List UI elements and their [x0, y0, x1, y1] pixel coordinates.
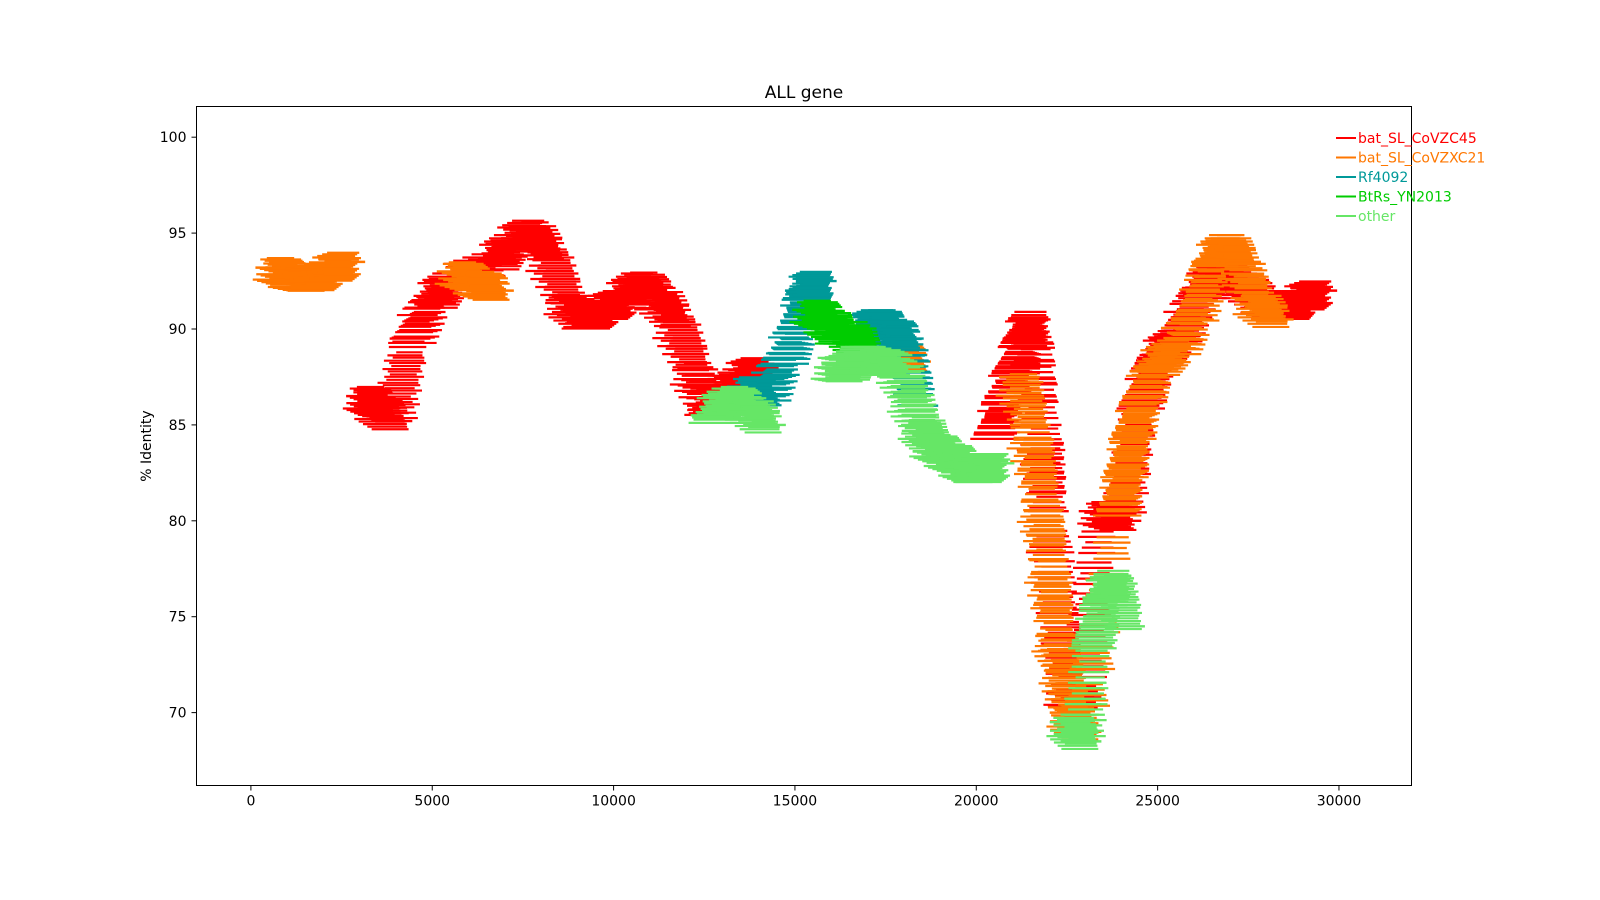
y-tick-label: 90: [169, 322, 187, 338]
plot-frame: [196, 106, 1412, 786]
legend: bat_SL_CoVZC45 bat_SL_CoVZXC21 Rf4092 BtRs_…: [1336, 131, 1485, 225]
y-axis-label: % Identity: [139, 410, 155, 481]
plot-marks: [252, 219, 1338, 751]
y-tick-label: 95: [169, 226, 187, 242]
y-tick-label: 70: [169, 706, 187, 722]
x-tick-label: 15000: [773, 794, 818, 810]
chart-title: ALL gene: [765, 83, 843, 103]
x-tick-label: 20000: [954, 794, 999, 810]
y-tick-label: 75: [169, 610, 187, 626]
legend-label: other: [1358, 209, 1396, 225]
x-tick-label: 25000: [1135, 794, 1180, 810]
x-tick-label: 5000: [414, 794, 450, 810]
y-tick-label: 85: [169, 418, 187, 434]
series-other: [688, 345, 1145, 751]
axis-ticks: 0 5000 10000 15000 20000 25000 30000 70 75 80 85 90…: [160, 130, 1361, 809]
x-tick-label: 10000: [591, 794, 636, 810]
x-tick-label: 30000: [1317, 794, 1362, 810]
series-bat_SL_CoVZXC21: [252, 234, 1294, 741]
y-tick-label: 100: [160, 130, 187, 146]
legend-label: BtRs_YN2013: [1358, 190, 1452, 206]
legend-label: bat_SL_CoVZXC21: [1358, 151, 1485, 167]
y-tick-label: 80: [169, 514, 187, 530]
legend-label: bat_SL_CoVZC45: [1358, 131, 1477, 147]
x-tick-label: 0: [246, 794, 255, 810]
legend-label: Rf4092: [1358, 170, 1408, 186]
